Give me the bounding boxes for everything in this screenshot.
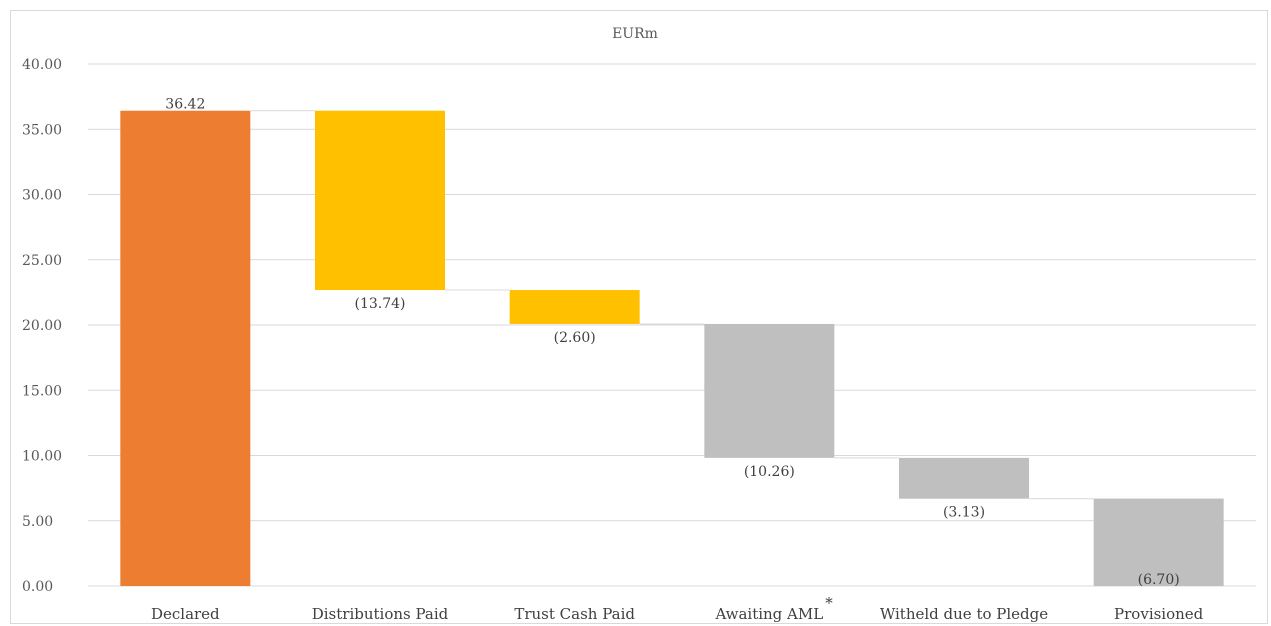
- data-label: (3.13): [943, 505, 985, 521]
- y-tick-label: 30.00: [22, 188, 62, 204]
- bar-trust-cash-paid: [509, 290, 640, 324]
- bar-provisioned: [1093, 498, 1224, 586]
- x-category-label: Distributions Paid: [312, 605, 449, 623]
- x-category-label: Provisioned: [1114, 605, 1204, 623]
- y-tick-label: 15.00: [22, 383, 62, 399]
- x-category-label: Trust Cash Paid: [514, 605, 635, 623]
- data-label: (6.70): [1138, 572, 1180, 588]
- y-tick-label: 40.00: [22, 57, 62, 73]
- x-category-label: Witheld due to Pledge: [880, 605, 1048, 623]
- y-tick-label: 35.00: [22, 122, 62, 138]
- bar-distributions-paid: [315, 110, 445, 291]
- y-tick-label: 10.00: [22, 449, 62, 465]
- y-tick-label: 0.00: [22, 579, 53, 595]
- y-tick-label: 25.00: [22, 253, 62, 269]
- chart-title: EURm: [612, 26, 658, 42]
- bar-awaiting-aml: [704, 323, 835, 458]
- bar-declared: [120, 110, 251, 587]
- y-tick-label: 20.00: [22, 318, 62, 334]
- bar-witheld-due-to-pledge: [899, 457, 1029, 499]
- x-category-label: Awaiting AML: [714, 605, 823, 623]
- data-label: (10.26): [744, 464, 795, 480]
- data-label: (2.60): [554, 330, 596, 346]
- data-label: 36.42: [165, 97, 205, 113]
- x-category-label: Declared: [151, 605, 220, 623]
- x-category-superscript: *: [825, 594, 833, 612]
- y-tick-label: 5.00: [22, 514, 53, 530]
- data-label: (13.74): [354, 296, 405, 312]
